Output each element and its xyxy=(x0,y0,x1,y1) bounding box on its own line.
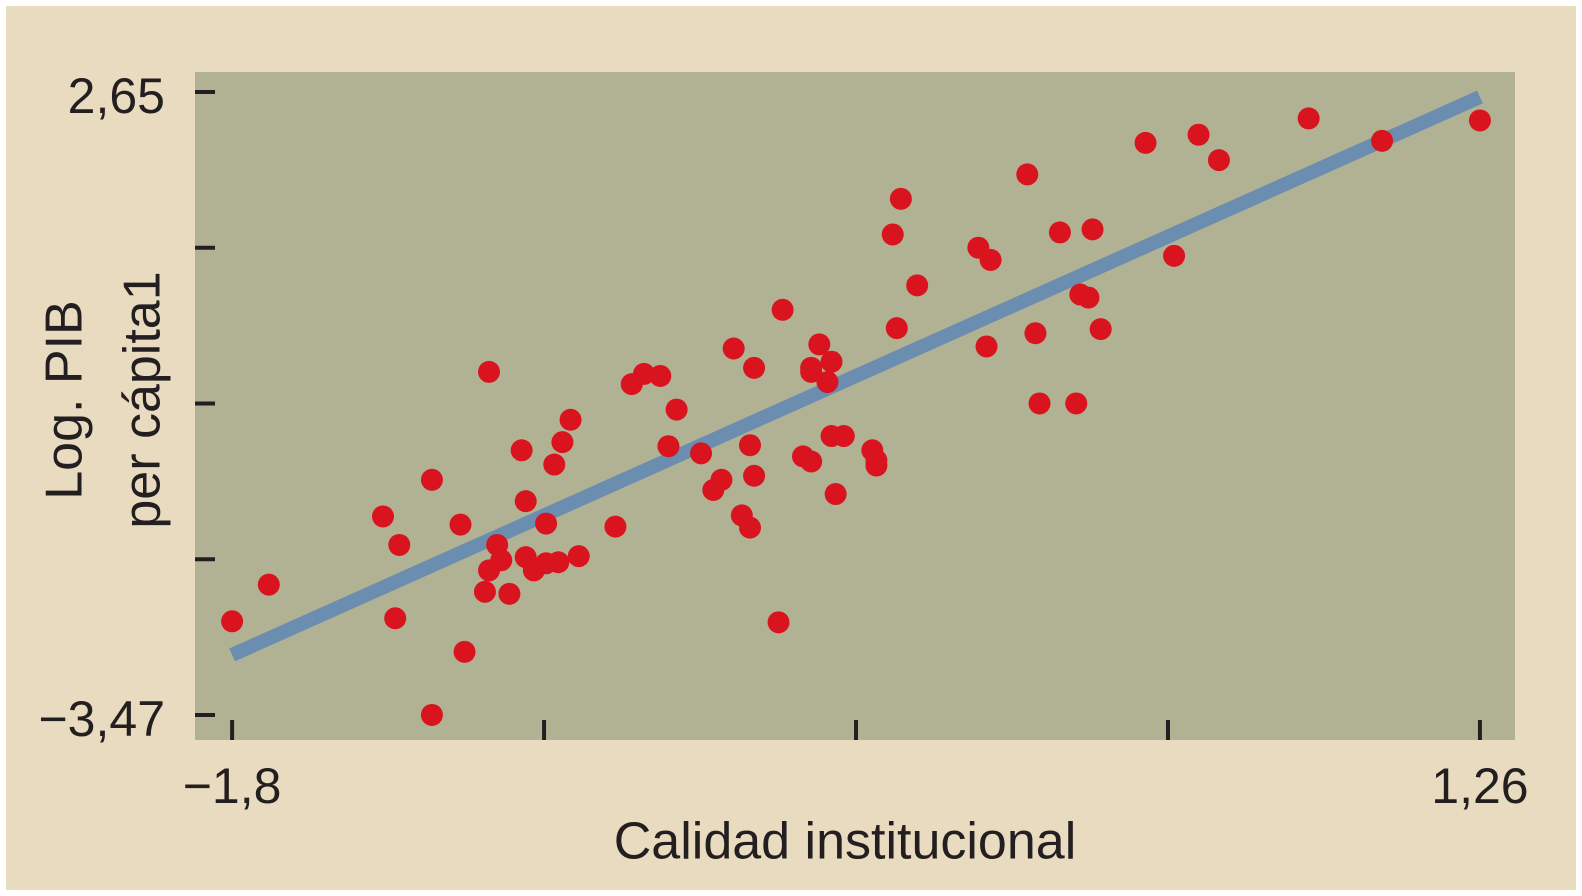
data-point xyxy=(632,362,655,385)
data-point xyxy=(1024,322,1047,345)
data-point xyxy=(1028,392,1051,415)
data-point xyxy=(906,274,929,297)
data-point xyxy=(657,435,680,458)
data-point xyxy=(543,453,566,476)
data-point xyxy=(535,512,558,535)
data-point xyxy=(885,317,908,340)
data-point xyxy=(510,439,533,462)
trend-line xyxy=(229,90,1483,662)
data-point xyxy=(820,350,843,373)
data-point xyxy=(1187,123,1210,146)
data-point xyxy=(498,582,521,605)
data-point xyxy=(559,408,582,431)
data-point xyxy=(567,545,590,568)
x-tick-label: −1,8 xyxy=(183,758,282,814)
y-axis-label: per cápita1 xyxy=(114,271,172,528)
x-axis-label: Calidad institucional xyxy=(614,813,1077,871)
data-point xyxy=(547,551,570,574)
data-point xyxy=(1065,392,1088,415)
data-point xyxy=(881,223,904,246)
data-point xyxy=(371,505,394,528)
data-point xyxy=(743,356,766,379)
data-point xyxy=(808,333,831,356)
data-point xyxy=(473,580,496,603)
data-point xyxy=(604,515,627,538)
data-point xyxy=(478,360,501,383)
data-point xyxy=(816,371,839,394)
data-point xyxy=(710,468,733,491)
data-point xyxy=(257,573,280,596)
data-point xyxy=(449,513,472,536)
data-point xyxy=(743,464,766,487)
data-point xyxy=(1207,149,1230,172)
data-point xyxy=(221,610,244,633)
y-tick-label: 2,65 xyxy=(68,68,165,124)
data-point xyxy=(453,640,476,663)
data-point xyxy=(889,187,912,210)
data-point xyxy=(1371,129,1394,152)
data-point xyxy=(1077,286,1100,309)
data-point xyxy=(388,533,411,556)
data-point xyxy=(384,607,407,630)
data-point xyxy=(420,703,443,726)
data-point xyxy=(865,449,888,472)
x-tick-label: 1,26 xyxy=(1431,758,1528,814)
data-point xyxy=(1163,244,1186,267)
data-point xyxy=(979,248,1002,271)
data-point xyxy=(722,337,745,360)
data-point xyxy=(1134,131,1157,154)
data-point xyxy=(738,434,761,457)
data-point xyxy=(514,490,537,513)
data-point xyxy=(1048,221,1071,244)
data-point xyxy=(738,516,761,539)
data-point xyxy=(1016,163,1039,186)
data-point xyxy=(771,298,794,321)
data-point xyxy=(665,398,688,421)
data-point xyxy=(690,442,713,465)
data-point xyxy=(767,611,790,634)
data-point xyxy=(832,425,855,448)
y-tick-label: −3,47 xyxy=(38,691,165,747)
data-point xyxy=(1297,107,1320,130)
data-point xyxy=(824,483,847,506)
y-axis-label: Log. PIB xyxy=(36,300,94,499)
data-point xyxy=(1089,318,1112,341)
data-point xyxy=(800,450,823,473)
data-point xyxy=(551,431,574,454)
data-point xyxy=(420,468,443,491)
data-point xyxy=(800,356,823,379)
data-point xyxy=(1468,109,1491,132)
data-point xyxy=(975,335,998,358)
data-point xyxy=(1081,218,1104,241)
data-point xyxy=(649,364,672,387)
data-point xyxy=(490,549,513,572)
